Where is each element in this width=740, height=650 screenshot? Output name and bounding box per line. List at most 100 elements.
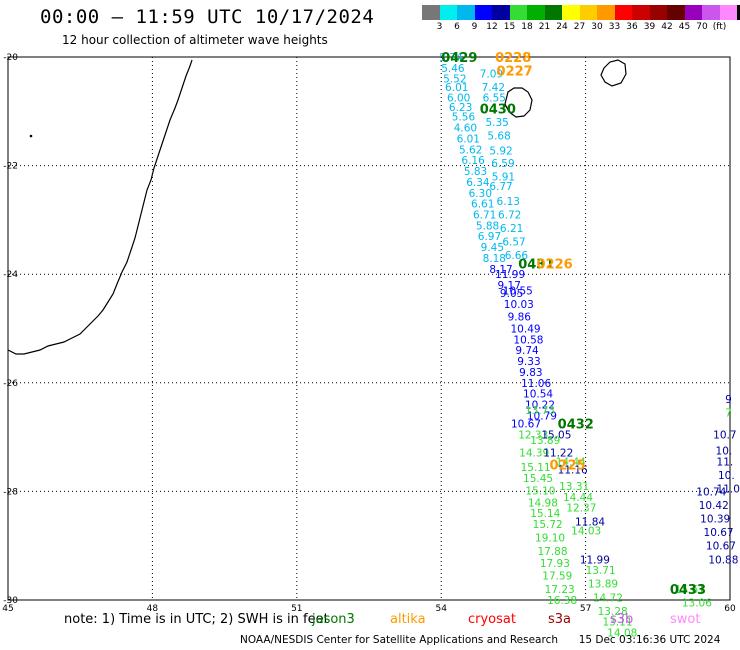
longitude-tick-label: 45	[2, 604, 13, 614]
wave-height-value: 6.01	[445, 82, 468, 94]
wave-height-value: 10.67	[704, 527, 734, 539]
pass-time-label: 0431	[518, 257, 554, 272]
mission-legend-item: s3a	[548, 612, 572, 627]
wave-height-value: 13.89	[530, 435, 560, 447]
colorbar-swatch	[562, 5, 580, 20]
colorbar-label: 27	[573, 22, 586, 32]
colorbar	[422, 5, 740, 20]
wave-height-value: 10.67	[706, 541, 736, 553]
wave-height-value: 17.88	[537, 546, 567, 558]
wave-height-value: 13.73	[525, 405, 555, 417]
colorbar-label: 42	[661, 22, 673, 32]
wave-height-value: 16.38	[547, 595, 577, 607]
wave-height-value: 14.72	[593, 592, 623, 604]
colorbar-swatch	[684, 5, 702, 20]
wave-height-value: 6.97	[478, 231, 501, 243]
pass-time-label: 0430	[480, 103, 516, 118]
colorbar-label: 6	[454, 22, 460, 32]
wave-height-value: 11.0	[717, 484, 740, 496]
wave-height-value: 6.72	[498, 209, 521, 221]
axis-labels: 45 48 51 54 57 60 -20 -22 -24 -26 -28 -30	[2, 53, 736, 614]
wave-height-value: 17.59	[542, 571, 572, 583]
wave-height-value: 15.14	[530, 508, 560, 520]
wave-height-value: 10.7	[713, 429, 736, 441]
wave-height-value: 5.52	[443, 74, 466, 86]
pass-time-label: 0228	[495, 51, 531, 66]
wave-height-value: 10.03	[504, 299, 534, 311]
wave-height-value: 15.11	[521, 462, 551, 474]
longitude-tick-label: 60	[724, 604, 736, 614]
colorbar-swatch	[597, 5, 615, 20]
wave-height-value: 11.22	[543, 447, 573, 459]
colorbar-label: 3	[436, 22, 443, 32]
pass-time-label: 0226	[537, 257, 573, 272]
credit-timestamp: 15 Dec 03:16:36 UTC 2024	[578, 634, 721, 646]
graticule	[8, 57, 730, 600]
coastline	[7, 59, 627, 355]
pass-time-label: 0433	[670, 583, 706, 598]
wave-height-value: 6.55	[483, 93, 506, 105]
wave-height-value: 17.23	[545, 584, 575, 596]
pass-time-label: 0429	[441, 51, 477, 66]
wave-height-value: 9.74	[515, 345, 539, 357]
wave-height-value: 6.71	[473, 209, 496, 221]
wave-height-value: 6.00	[447, 93, 470, 105]
wave-height-value: 9.86	[508, 312, 532, 324]
colorbar-swatch	[544, 5, 562, 20]
wave-height-value: 9.05	[500, 288, 523, 300]
mission-legend-item: s3b	[610, 612, 634, 627]
wave-height-value: 9.33	[517, 356, 540, 368]
colorbar-label: 36	[626, 22, 638, 32]
track-values: 5.745.465.526.016.006.235.564.606.015.62…	[439, 52, 740, 640]
wave-height-value: 6.21	[500, 223, 523, 235]
wave-height-value: 5.35	[485, 117, 508, 129]
wave-height-value: 11.84	[575, 516, 605, 528]
wave-height-value: 11.99	[495, 269, 525, 281]
footer-note: note: 1) Time is in UTC; 2) SWH is in fe…	[64, 612, 329, 627]
wave-height-value: 10.49	[511, 324, 541, 336]
colorbar-label: 30	[591, 22, 603, 32]
colorbar-label: 45	[678, 22, 691, 32]
wave-height-value: 10.67	[511, 419, 541, 431]
wave-height-value: 10.	[718, 470, 735, 482]
map-title: 00:00 – 11:59 UTC 10/17/2024	[40, 6, 375, 28]
latitude-tick-label: -26	[3, 379, 18, 389]
wave-height-value: 7.09	[480, 68, 503, 80]
colorbar-swatch	[649, 5, 667, 20]
wave-height-value: 5.92	[489, 145, 512, 157]
wave-height-value: 10.58	[513, 334, 543, 346]
wave-height-value: 14.98	[528, 497, 558, 509]
wave-height-value: 11.16	[558, 465, 588, 477]
latitude-tick-label: -20	[3, 53, 18, 63]
wave-height-value: 8.18	[483, 253, 506, 265]
colorbar-label: 21	[538, 22, 551, 32]
colorbar-swatch	[614, 5, 632, 20]
wave-height-value: 14.44	[563, 492, 593, 504]
wave-height-value: 6.61	[471, 199, 494, 211]
wave-height-value: 14.44	[556, 457, 586, 469]
colorbar-swatch	[667, 5, 685, 20]
colorbar-label: 9	[471, 22, 478, 32]
colorbar-swatch	[492, 5, 510, 20]
colorbar-swatch	[474, 5, 492, 20]
wave-height-value: 6.01	[457, 133, 480, 145]
wave-height-value: 15.72	[533, 519, 563, 531]
pass-time-label: 0432	[558, 418, 594, 433]
wave-height-value: 5.74	[439, 52, 463, 64]
mauritius-island	[600, 59, 627, 87]
mission-legend-item: altika	[390, 612, 426, 627]
wave-height-value: 6.57	[502, 237, 525, 249]
islet	[29, 134, 33, 138]
colorbar-label: (ft)	[712, 22, 727, 32]
wave-height-value: 6.30	[469, 188, 492, 200]
wave-height-value: 10.39	[700, 514, 730, 526]
wave-height-value: 10.22	[525, 400, 555, 412]
wave-height-value: 9.83	[519, 367, 542, 379]
colorbar-swatch	[422, 5, 440, 20]
wave-height-value: 6.16	[461, 155, 485, 167]
wave-height-value: 14.08	[607, 628, 637, 640]
colorbar-label: 18	[521, 22, 533, 32]
wave-height-value: 9.17	[498, 280, 521, 292]
